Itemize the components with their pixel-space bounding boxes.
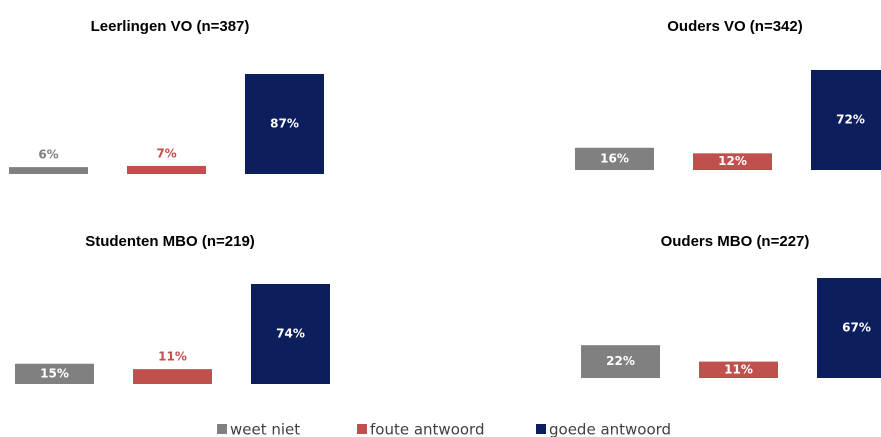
bar <box>699 361 778 378</box>
chart-title: Ouders VO (n=342) <box>667 18 802 35</box>
bar <box>581 345 660 378</box>
value-label: 7% <box>156 146 176 160</box>
value-label: 6% <box>38 148 58 162</box>
bar <box>817 278 881 378</box>
value-label: 22% <box>606 354 635 368</box>
value-label: 87% <box>270 117 299 131</box>
chart-title: Ouders MBO (n=227) <box>661 233 810 250</box>
value-label: 12% <box>718 154 747 168</box>
chart-title: Leerlingen VO (n=387) <box>91 18 250 35</box>
chart-title: Studenten MBO (n=219) <box>85 233 255 250</box>
value-label: 67% <box>842 321 871 335</box>
legend-label: goede antwoord <box>549 421 671 437</box>
bar <box>245 74 324 174</box>
value-label: 16% <box>600 151 629 165</box>
legend-swatch <box>357 424 367 434</box>
bar <box>133 369 212 384</box>
bar <box>575 147 654 170</box>
legend-label: foute antwoord <box>370 421 484 437</box>
legend-label: weet niet <box>230 421 300 437</box>
value-label: 11% <box>724 362 753 376</box>
value-label: 72% <box>836 113 865 127</box>
bar <box>251 284 330 384</box>
value-label: 15% <box>40 366 69 380</box>
value-label: 11% <box>158 350 187 364</box>
value-label: 74% <box>276 327 305 341</box>
bar <box>15 363 94 384</box>
bar <box>127 165 206 174</box>
legend-swatch <box>536 424 546 434</box>
bar <box>693 153 772 170</box>
bar <box>811 70 881 170</box>
legend-swatch <box>217 424 227 434</box>
bar <box>9 167 88 174</box>
